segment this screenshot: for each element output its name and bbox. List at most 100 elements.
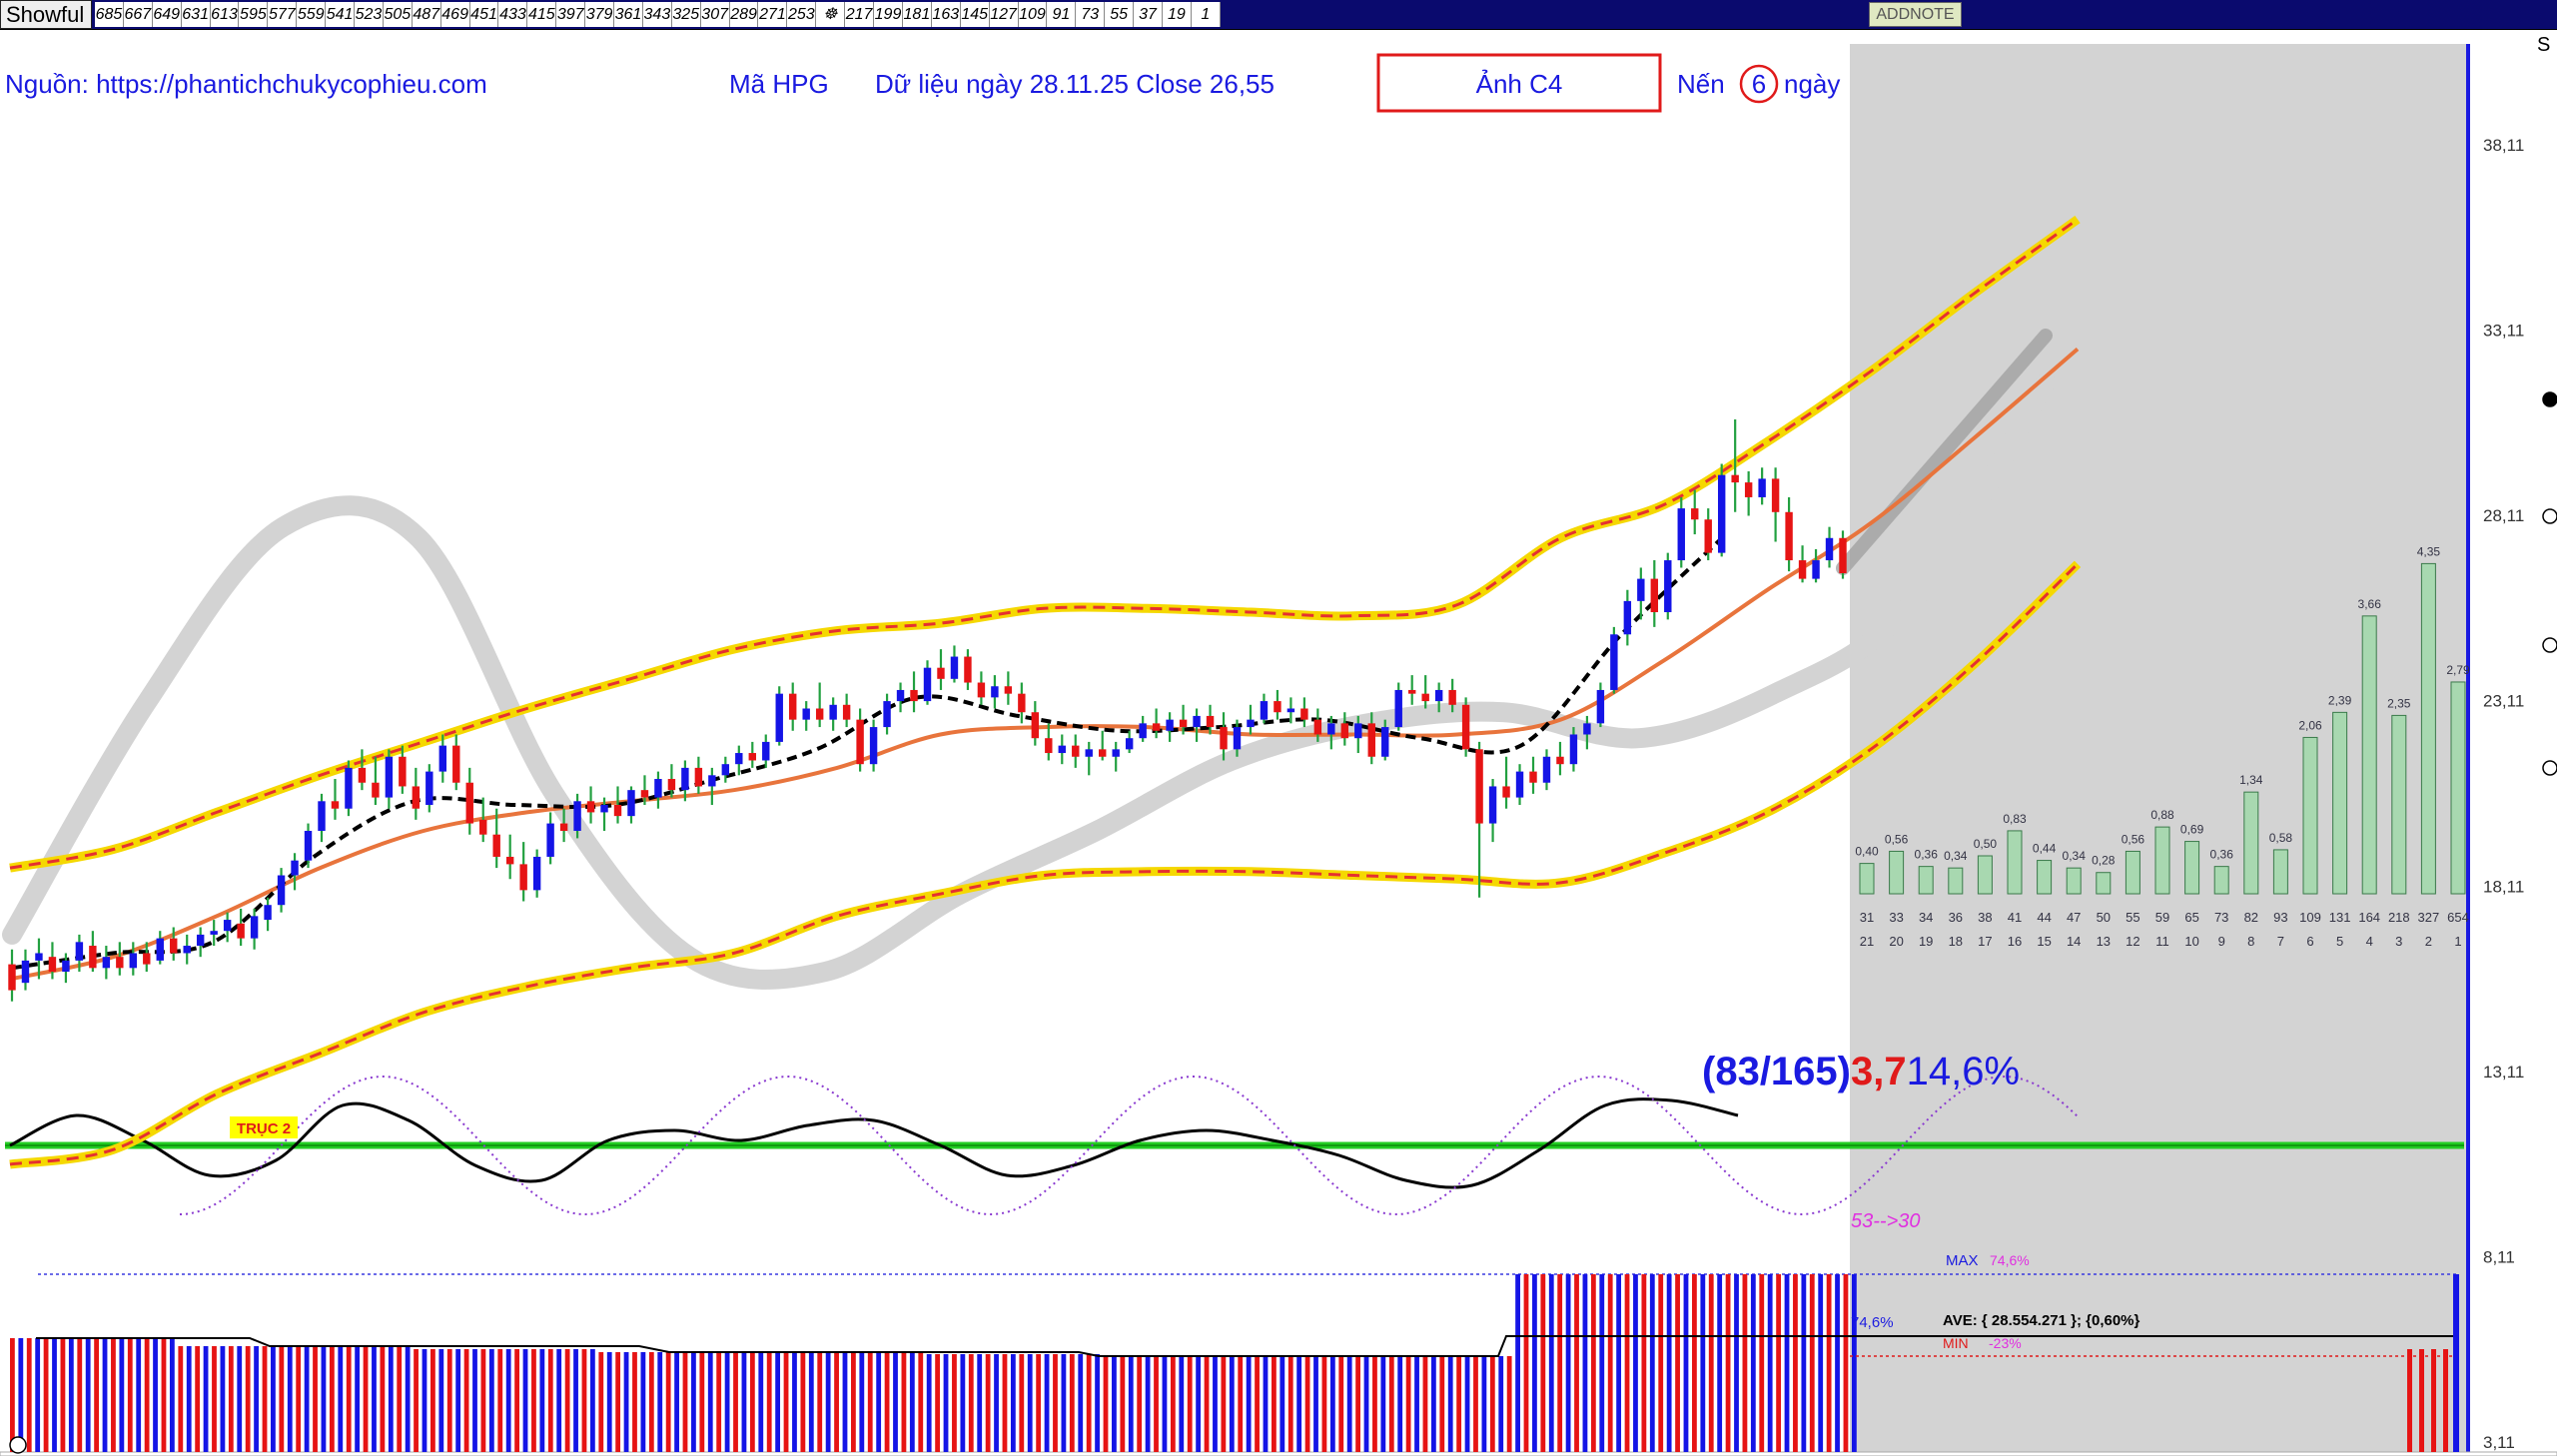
period-button[interactable]: ☸ — [816, 2, 846, 27]
period-button[interactable]: 73 — [1076, 2, 1106, 27]
period-button[interactable]: 199 — [874, 2, 903, 27]
volume-bar — [834, 1352, 839, 1452]
add-note-button[interactable]: ADDNOTE — [1869, 2, 1962, 27]
volume-bar — [35, 1338, 41, 1452]
period-button[interactable]: 343 — [642, 2, 672, 27]
side-label: S — [2537, 34, 2551, 56]
scale-handle[interactable] — [2542, 391, 2557, 407]
period-button[interactable]: 397 — [556, 2, 586, 27]
volume-bar — [262, 1346, 268, 1452]
period-button[interactable]: 19 — [1162, 2, 1192, 27]
period-button[interactable]: 163 — [931, 2, 961, 27]
bottom-scrollbar — [0, 1451, 2557, 1456]
volume-bar — [977, 1354, 983, 1452]
volume-bar — [985, 1354, 991, 1452]
period-button[interactable]: 379 — [585, 2, 615, 27]
period-button[interactable]: 307 — [700, 2, 730, 27]
volume-bar — [18, 1338, 24, 1452]
volume-bar — [1750, 1274, 1756, 1452]
period-button[interactable]: 577 — [268, 2, 298, 27]
volume-bar — [606, 1352, 612, 1452]
candle-body — [977, 682, 986, 698]
candle-body — [802, 708, 810, 720]
period-button[interactable]: 595 — [239, 2, 269, 27]
period-button[interactable]: 541 — [326, 2, 356, 27]
volume-bar — [1447, 1356, 1453, 1452]
candle-body — [991, 686, 999, 698]
period-button[interactable]: 559 — [297, 2, 327, 27]
candle-body — [1099, 749, 1107, 757]
period-button[interactable]: 271 — [758, 2, 788, 27]
candle-body — [412, 786, 421, 809]
candle-body — [1637, 578, 1645, 601]
period-button[interactable]: 685 — [95, 2, 124, 27]
period-button[interactable]: 469 — [440, 2, 470, 27]
candle-body — [1502, 786, 1510, 798]
candle-body — [385, 756, 394, 798]
volume-bar — [1321, 1356, 1327, 1452]
candle-body — [532, 856, 541, 891]
candle-body — [735, 753, 743, 765]
stat-bar-rank: 13 — [2097, 934, 2111, 949]
candle-body — [1664, 560, 1672, 613]
cycle-curve — [2, 329, 2056, 990]
candle-body — [1717, 474, 1726, 553]
scale-handle[interactable] — [2542, 637, 2557, 653]
period-button[interactable]: 91 — [1047, 2, 1077, 27]
stock-cycle-chart[interactable]: 38,11 33,11 28,11 23,11 18,11 13,11 8,11 3,11 0… — [0, 29, 2557, 1456]
price-tick-label: 8,11 — [2483, 1247, 2515, 1266]
volume-bar — [1287, 1356, 1293, 1452]
price-channel — [9, 215, 2082, 1169]
candle-body — [1179, 719, 1188, 728]
stat-bar-rank: 9 — [2218, 934, 2225, 949]
volume-bar — [1439, 1356, 1445, 1452]
period-button[interactable]: 631 — [181, 2, 211, 27]
volume-bar — [346, 1346, 352, 1452]
period-button[interactable]: 253 — [787, 2, 817, 27]
period-button[interactable]: 289 — [729, 2, 759, 27]
period-button[interactable]: 451 — [469, 2, 499, 27]
prediction-ratio: (83/165) — [1702, 1050, 1851, 1093]
period-button[interactable]: 433 — [498, 2, 528, 27]
stat-bar — [2272, 849, 2288, 895]
scale-handle[interactable] — [2542, 760, 2557, 776]
stat-bar-period: 93 — [2273, 910, 2287, 925]
candle-body — [896, 689, 905, 702]
stat-bar-value: 0,88 — [2150, 808, 2174, 822]
period-button[interactable]: 487 — [412, 2, 441, 27]
candle-body — [1233, 727, 1242, 750]
candle-body — [1300, 708, 1308, 720]
period-button[interactable]: 217 — [845, 2, 875, 27]
period-button[interactable]: 37 — [1134, 2, 1163, 27]
period-button[interactable]: 55 — [1105, 2, 1135, 27]
period-button[interactable]: 523 — [355, 2, 384, 27]
period-button[interactable]: 415 — [527, 2, 557, 27]
price-tick-label: 33,11 — [2483, 322, 2524, 341]
right-edge-handles[interactable] — [9, 391, 2557, 1454]
period-button[interactable]: 181 — [902, 2, 932, 27]
period-button[interactable]: 325 — [671, 2, 701, 27]
top-toolbar: Showful 685 667 649 631 613 595 577 559 541 523 50… — [0, 0, 2557, 30]
volume-bar — [1540, 1274, 1546, 1452]
volume-bar — [1137, 1356, 1143, 1452]
volume-bar — [665, 1352, 671, 1452]
stat-bar-rank: 2 — [2425, 934, 2432, 949]
scroll-handle[interactable] — [9, 1436, 27, 1454]
volume-bar — [893, 1352, 898, 1452]
scale-handle[interactable] — [2542, 508, 2557, 524]
period-button[interactable]: 109 — [1018, 2, 1048, 27]
period-button[interactable]: 649 — [152, 2, 182, 27]
volume-bar — [1061, 1354, 1067, 1452]
volume-bar — [1473, 1356, 1478, 1452]
volume-bar — [1725, 1274, 1731, 1452]
candle-body — [923, 667, 932, 702]
showful-button[interactable]: Showful — [0, 0, 92, 29]
period-button[interactable]: 505 — [383, 2, 413, 27]
period-button[interactable]: 127 — [989, 2, 1019, 27]
period-button[interactable]: 1 — [1191, 2, 1221, 27]
period-button[interactable]: 667 — [123, 2, 153, 27]
period-button[interactable]: 145 — [960, 2, 990, 27]
stat-bar-value: 2,35 — [2387, 696, 2411, 710]
period-button[interactable]: 361 — [614, 2, 643, 27]
period-button[interactable]: 613 — [210, 2, 240, 27]
